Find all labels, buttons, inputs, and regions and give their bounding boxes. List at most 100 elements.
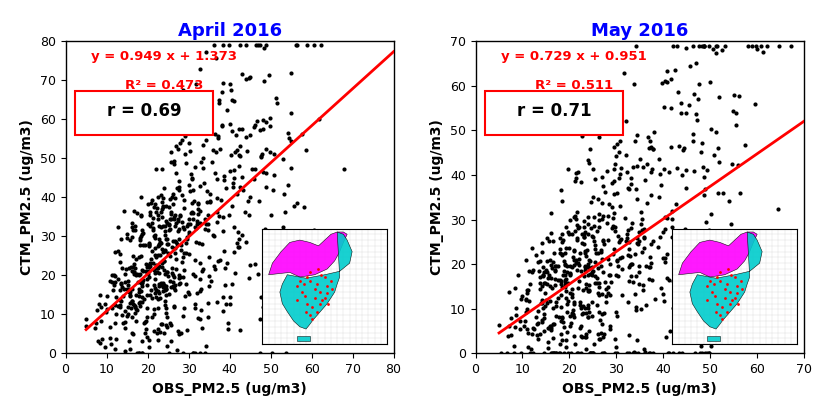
Point (125, 285, 138, 292)
Point (131, 278, 144, 285)
Point (622, 261, 636, 268)
Point (155, 280, 168, 287)
Point (201, 188, 214, 195)
Point (519, 256, 532, 263)
Point (567, 261, 580, 268)
Point (676, 144, 690, 151)
Point (148, 235, 161, 242)
Point (553, 277, 566, 283)
Point (619, 238, 632, 244)
Point (175, 192, 188, 198)
Point (235, 173, 248, 180)
Point (154, 192, 167, 198)
Point (186, 216, 199, 223)
Point (269, 229, 282, 236)
Point (163, 252, 176, 259)
Point (201, 220, 214, 227)
Point (618, 214, 631, 221)
Point (199, 216, 212, 222)
Point (249, 166, 262, 173)
Point (567, 248, 580, 254)
Point (559, 224, 572, 230)
Point (111, 302, 124, 309)
Point (567, 247, 580, 253)
Point (624, 219, 637, 226)
Point (595, 212, 609, 219)
Point (167, 302, 180, 309)
Point (656, 291, 669, 298)
Point (507, 350, 520, 357)
Point (221, 320, 234, 326)
Point (130, 350, 143, 357)
Point (120, 286, 133, 292)
Point (93, 340, 106, 346)
Point (141, 304, 154, 311)
Point (544, 350, 557, 357)
Point (152, 240, 165, 247)
Point (167, 216, 180, 222)
Point (115, 312, 128, 319)
Point (141, 282, 154, 288)
Point (618, 118, 631, 124)
Point (744, 42, 758, 49)
Point (257, 45, 270, 52)
Point (590, 330, 604, 337)
Point (152, 281, 165, 287)
Point (224, 152, 238, 158)
Point (123, 289, 136, 295)
Point (622, 331, 635, 338)
Point (558, 261, 571, 268)
Point (566, 312, 579, 318)
Point (605, 225, 618, 232)
Point (552, 314, 565, 321)
Point (149, 262, 162, 268)
Point (582, 160, 595, 166)
Point (183, 188, 196, 194)
Point (563, 320, 577, 326)
Point (642, 264, 655, 270)
Point (640, 134, 654, 140)
Point (670, 42, 683, 49)
Point (145, 200, 158, 207)
Point (194, 159, 207, 165)
Point (538, 297, 551, 303)
Point (585, 232, 598, 239)
Point (153, 239, 166, 245)
Point (699, 218, 712, 225)
Point (556, 319, 569, 326)
Point (173, 140, 186, 147)
Point (199, 49, 212, 55)
Point (277, 224, 290, 231)
Point (103, 324, 116, 330)
Point (150, 265, 163, 271)
Point (729, 110, 742, 117)
Point (295, 130, 308, 137)
Point (540, 280, 553, 287)
Point (704, 126, 717, 133)
Point (192, 201, 205, 207)
Point (177, 226, 190, 233)
Point (665, 234, 678, 240)
Point (624, 273, 637, 279)
Point (627, 138, 640, 144)
Point (646, 129, 659, 135)
Point (581, 305, 594, 312)
Point (120, 311, 133, 317)
Point (554, 239, 568, 245)
Point (664, 143, 677, 150)
Point (505, 315, 518, 321)
Point (181, 236, 194, 242)
Point (545, 305, 559, 312)
Point (668, 240, 681, 247)
Point (600, 212, 613, 219)
Point (687, 350, 700, 357)
Point (282, 129, 295, 136)
Point (156, 279, 170, 286)
Point (591, 250, 604, 256)
Point (109, 346, 122, 352)
Point (563, 272, 576, 279)
Point (669, 165, 682, 171)
Point (154, 240, 167, 247)
Point (657, 165, 670, 172)
Point (132, 350, 145, 357)
